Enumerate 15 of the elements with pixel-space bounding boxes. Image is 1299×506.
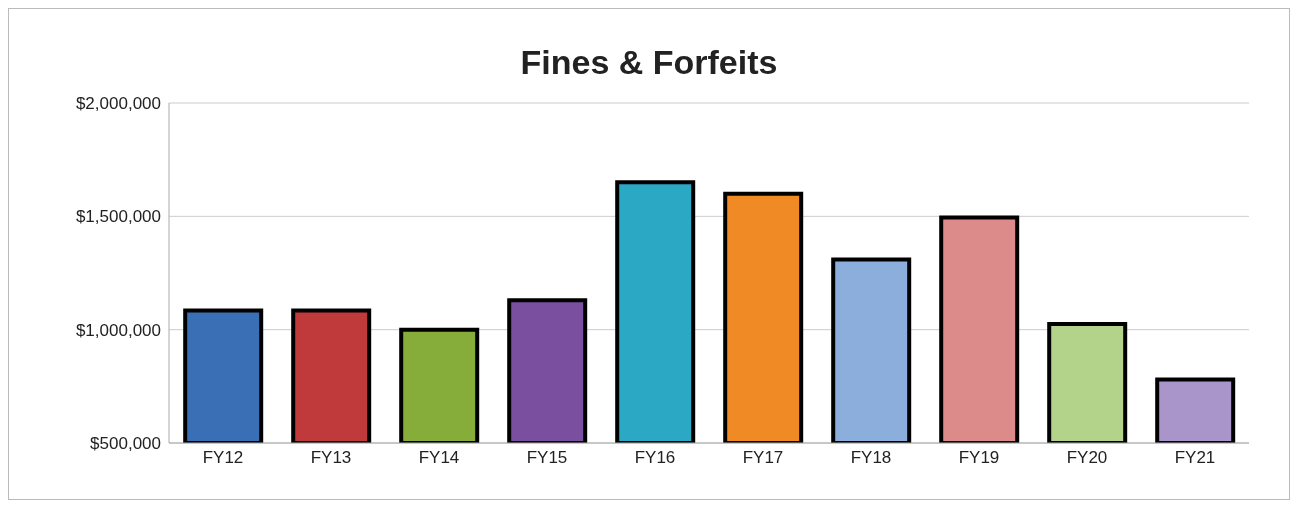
- y-tick-label: $2,000,000: [75, 94, 161, 114]
- x-tick-label: FY19: [958, 448, 1000, 468]
- x-tick-label: FY16: [634, 448, 676, 468]
- x-tick-label: FY21: [1174, 448, 1216, 468]
- y-tick-label: $500,000: [90, 434, 161, 454]
- x-tick-label: FY17: [742, 448, 784, 468]
- y-tick-label: $1,000,000: [75, 320, 161, 340]
- x-tick-label: FY18: [850, 448, 892, 468]
- x-tick-label: FY12: [202, 448, 244, 468]
- y-tick-label: $1,500,000: [75, 207, 161, 227]
- x-tick-label: FY20: [1066, 448, 1108, 468]
- x-tick-label: FY13: [310, 448, 352, 468]
- chart-title: Fines & Forfeits: [519, 42, 779, 83]
- x-tick-label: FY15: [526, 448, 568, 468]
- x-tick-label: FY14: [418, 448, 460, 468]
